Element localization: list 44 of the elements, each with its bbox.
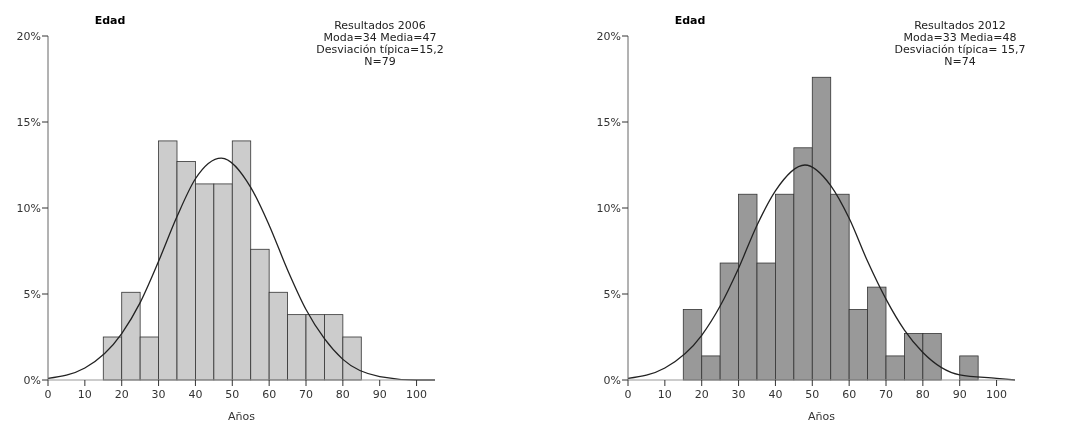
x-tick-label: 40	[768, 388, 783, 401]
text: Resultados 2006	[334, 19, 426, 32]
y-tick-label: 10%	[16, 201, 41, 215]
x-tick-label: 0	[44, 388, 52, 401]
y-tick-label: 15%	[16, 115, 41, 129]
y-tick-label: 5%	[603, 287, 621, 301]
x-tick-label: 20	[694, 388, 709, 401]
annotation: N=74	[944, 55, 976, 68]
chart-title: Edad	[94, 14, 126, 27]
x-tick-label: 70	[879, 388, 893, 401]
x-tick-label: 90	[952, 388, 967, 401]
x-axis-title: Años	[228, 410, 256, 423]
x-tick-label: 70	[299, 388, 313, 401]
x-tick-label: 0	[624, 388, 632, 401]
annotation: Moda=34 Media=47	[323, 31, 437, 44]
x-tick-label: 50	[805, 388, 820, 401]
annotation: Moda=33 Media=48	[903, 31, 1017, 44]
x-tick-label: 80	[335, 388, 350, 401]
x-tick-label: 20	[114, 388, 129, 401]
annotation: N=79	[364, 55, 396, 68]
x-tick-label: 10	[657, 388, 672, 401]
x-tick-label: 30	[151, 388, 166, 401]
y-tick-label: 5%	[23, 287, 41, 301]
y-tick-label: 10%	[596, 201, 621, 215]
y-tick-label: 20%	[596, 29, 621, 43]
x-tick-label: 90	[372, 388, 387, 401]
text: Resultados 2012	[914, 19, 1006, 32]
x-tick-label: 10	[77, 388, 92, 401]
y-tick-label: 0%	[603, 373, 621, 387]
x-axis-title: Años	[808, 410, 836, 423]
annotation: Desviación típica= 15,7	[894, 43, 1026, 56]
chart-title: Edad	[674, 14, 706, 27]
x-tick-label: 80	[915, 388, 930, 401]
x-tick-label: 40	[188, 388, 203, 401]
x-tick-label: 50	[225, 388, 240, 401]
y-tick-label: 15%	[596, 115, 621, 129]
x-tick-label: 100	[406, 388, 428, 401]
x-tick-label: 60	[262, 388, 277, 401]
y-tick-label: 20%	[16, 29, 41, 43]
x-tick-label: 30	[731, 388, 746, 401]
x-tick-label: 60	[842, 388, 857, 401]
x-tick-label: 100	[986, 388, 1008, 401]
annotation: Desviación típica=15,2	[316, 43, 444, 56]
y-tick-label: 0%	[23, 373, 41, 387]
